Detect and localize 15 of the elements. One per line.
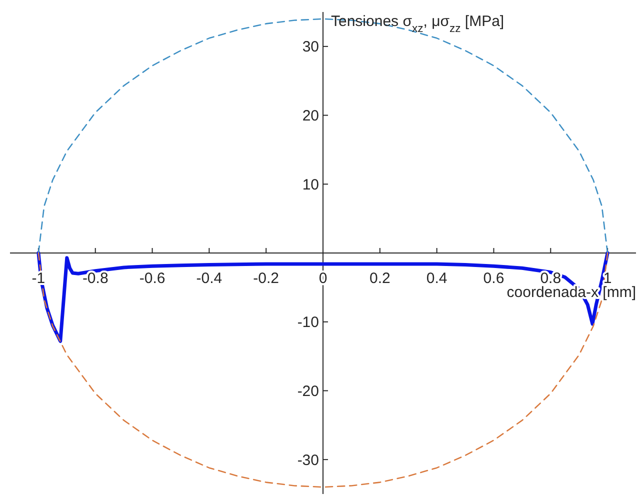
y-tick-label: 10 bbox=[302, 176, 319, 194]
x-tick-label: 0.2 bbox=[369, 270, 390, 287]
x-tick-label: -0.8 bbox=[82, 270, 108, 287]
x-tick-label: -0.4 bbox=[196, 270, 222, 287]
x-tick-label: 0.4 bbox=[426, 270, 448, 287]
y-tick-label: 30 bbox=[302, 38, 319, 56]
x-tick-label: 1 bbox=[603, 270, 612, 287]
x-tick-label: 0.8 bbox=[540, 270, 562, 287]
y-tick-label: -30 bbox=[297, 452, 319, 469]
x-tick-label: 0.6 bbox=[483, 270, 504, 287]
x-tick-label: -0.6 bbox=[139, 270, 166, 287]
x-tick-label: -0.2 bbox=[253, 270, 280, 287]
y-tick-label: -10 bbox=[297, 314, 319, 332]
y-tick-label: -20 bbox=[297, 382, 319, 400]
y-tick-label: 20 bbox=[302, 108, 319, 125]
